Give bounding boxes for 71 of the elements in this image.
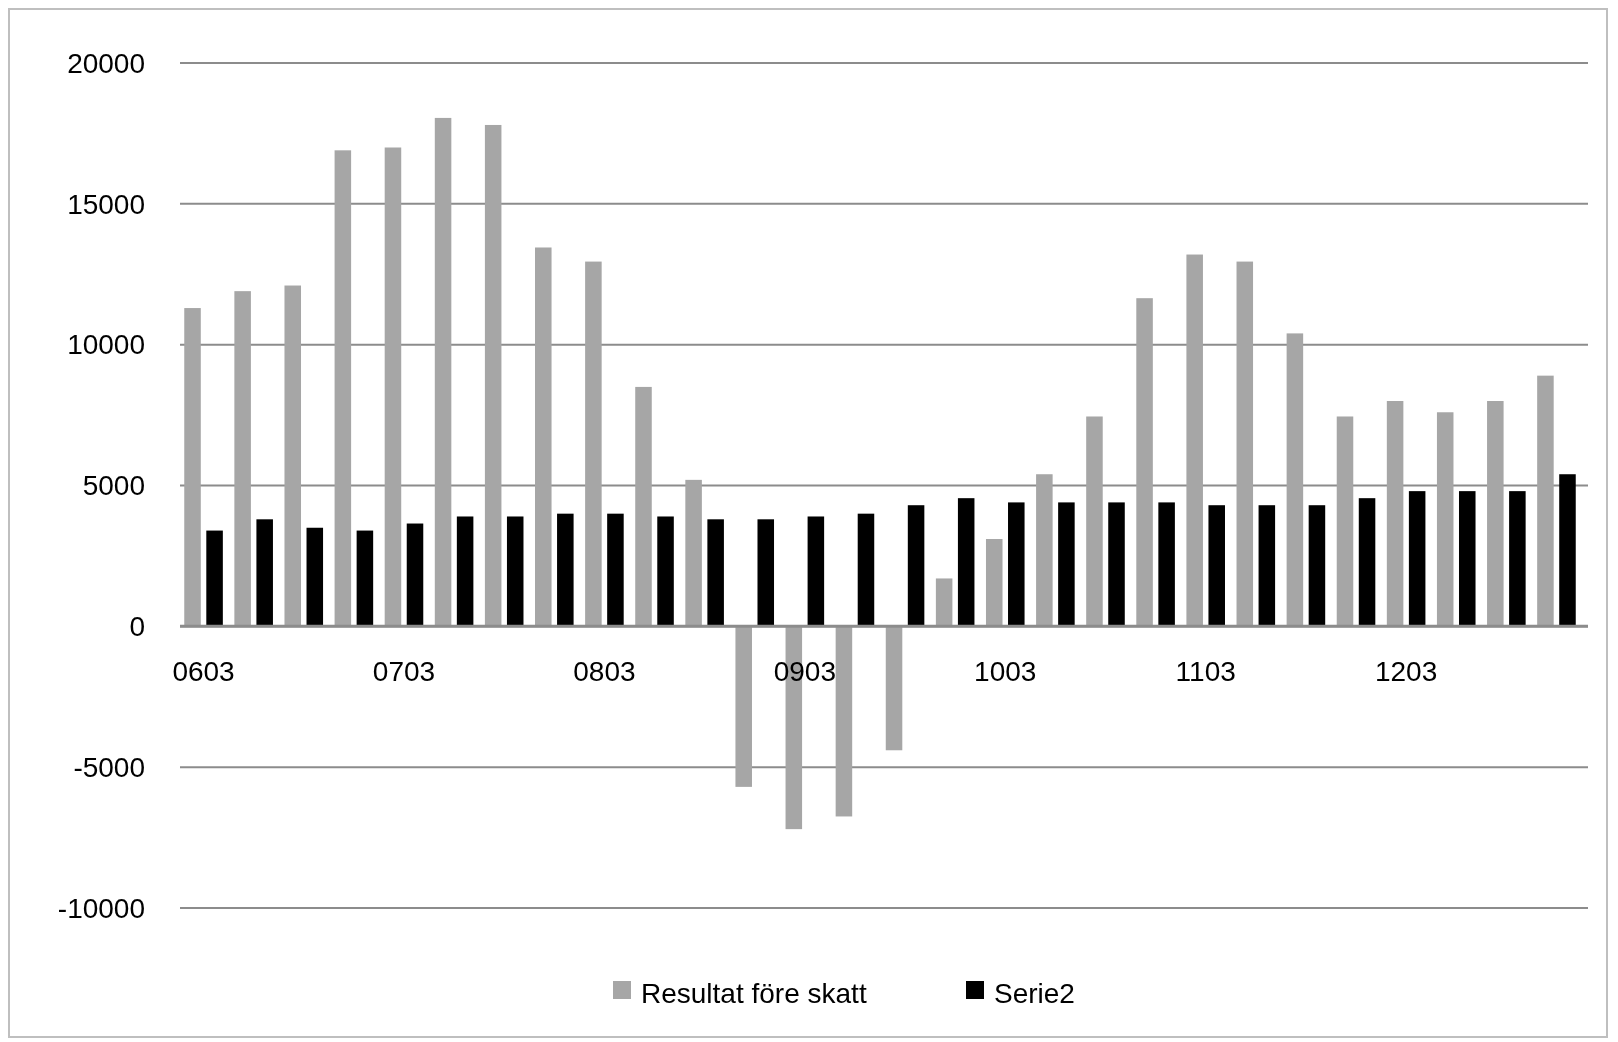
bar xyxy=(434,117,452,627)
bar xyxy=(1208,505,1225,627)
bar xyxy=(1258,505,1276,627)
y-tick-label: 5000 xyxy=(82,470,145,502)
bar xyxy=(1058,502,1075,627)
bar xyxy=(557,513,574,627)
bar xyxy=(1436,412,1454,627)
bar xyxy=(384,147,402,627)
bar xyxy=(456,516,474,627)
bar xyxy=(657,516,674,627)
bar xyxy=(1136,298,1153,627)
y-tick-label: -10000 xyxy=(57,892,145,924)
bar xyxy=(1086,416,1103,627)
bar xyxy=(334,150,352,627)
legend-label: Serie2 xyxy=(994,977,1075,1009)
y-tick-label: -5000 xyxy=(73,751,145,783)
bar xyxy=(1036,474,1053,627)
bar xyxy=(484,124,502,627)
bar xyxy=(857,513,875,627)
bar xyxy=(184,308,201,627)
bar xyxy=(757,519,775,627)
x-tick-label: 0803 xyxy=(573,656,636,688)
bar xyxy=(206,530,223,627)
bar xyxy=(985,539,1003,627)
bar xyxy=(607,513,624,627)
bar xyxy=(535,247,552,627)
bar xyxy=(284,285,302,627)
bar xyxy=(256,519,273,627)
y-tick-label: 10000 xyxy=(67,329,145,361)
bar xyxy=(1236,261,1254,627)
x-tick-label: 1003 xyxy=(974,656,1037,688)
bar xyxy=(1559,474,1576,627)
bar xyxy=(807,516,825,627)
x-tick-label: 0603 xyxy=(172,656,235,688)
bar xyxy=(585,261,602,627)
bar xyxy=(1158,502,1175,627)
x-tick-label: 0703 xyxy=(372,656,436,688)
bar xyxy=(835,626,853,817)
bar xyxy=(234,291,251,627)
bar xyxy=(1308,505,1326,627)
bar xyxy=(1458,491,1476,627)
bar xyxy=(1386,401,1404,627)
bar xyxy=(506,516,524,627)
legend-label: Resultat före skatt xyxy=(641,977,867,1009)
bar xyxy=(685,479,702,627)
bar xyxy=(1008,502,1025,627)
bar xyxy=(1358,498,1376,627)
bar xyxy=(935,578,953,627)
bar xyxy=(907,505,925,627)
bar xyxy=(707,519,724,627)
x-tick-label: 1203 xyxy=(1374,656,1438,688)
bar xyxy=(406,523,424,627)
bar xyxy=(1487,401,1504,627)
y-tick-label: 0 xyxy=(129,611,145,643)
bar xyxy=(1336,416,1354,627)
bar xyxy=(1509,491,1526,627)
y-tick-label: 15000 xyxy=(67,188,145,220)
bar xyxy=(306,527,324,627)
bar xyxy=(1186,254,1203,627)
bar xyxy=(1408,491,1426,627)
y-tick-label: 20000 xyxy=(67,47,145,79)
bar xyxy=(356,530,374,627)
bar xyxy=(735,626,752,787)
x-tick-label: 0903 xyxy=(773,656,836,688)
bar xyxy=(1537,375,1554,627)
bar xyxy=(1108,502,1125,627)
bar xyxy=(1286,333,1304,627)
bar xyxy=(635,386,652,627)
x-tick-label: 1103 xyxy=(1175,656,1236,688)
bar xyxy=(885,626,903,751)
bar xyxy=(957,498,975,627)
